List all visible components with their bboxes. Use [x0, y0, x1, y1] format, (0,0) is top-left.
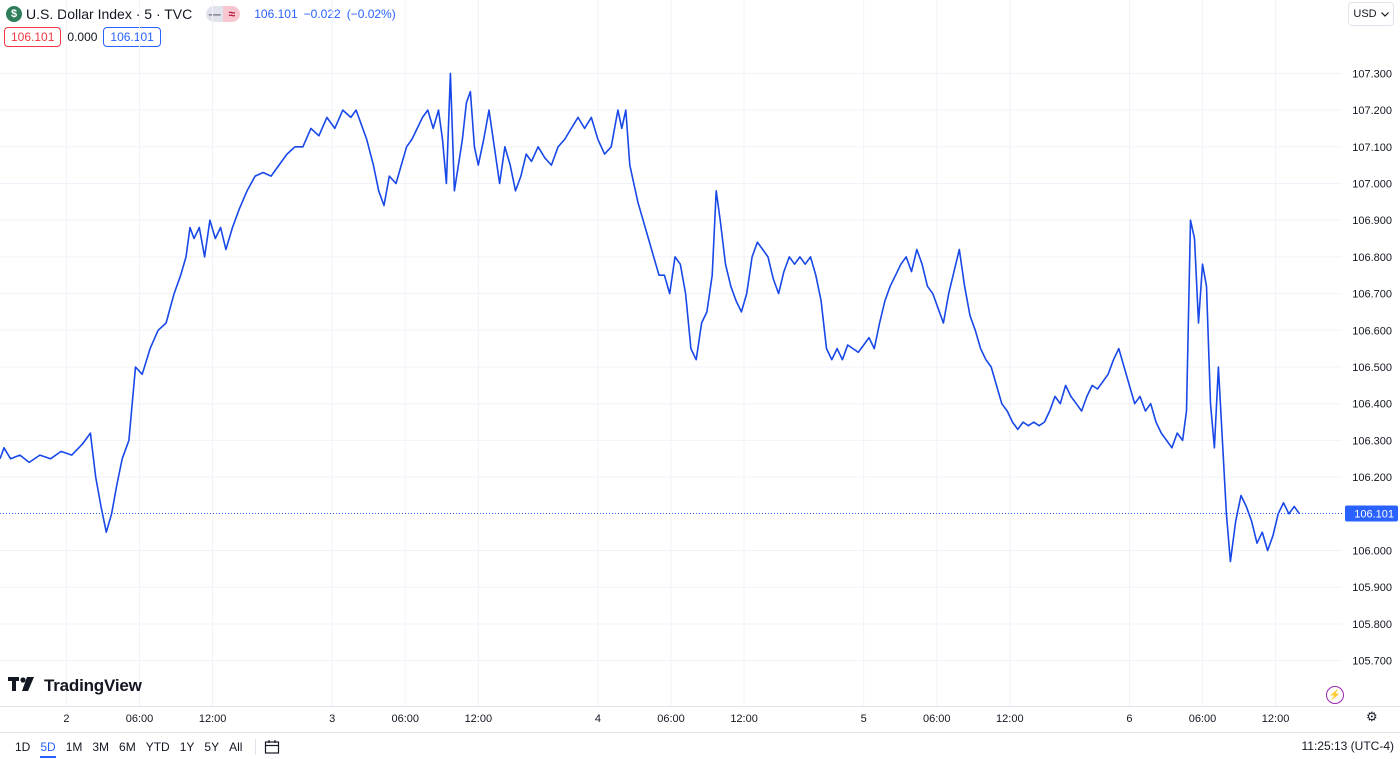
- divider: [255, 738, 257, 755]
- x-tick-label: 12:00: [465, 713, 493, 725]
- x-tick-label: 6: [1126, 713, 1132, 725]
- range-button-3m[interactable]: 3M: [92, 739, 110, 754]
- market-status-icon[interactable]: —: [206, 6, 224, 22]
- range-buttons: 1D 5D 1M 3M 6M YTD 1Y 5Y All: [10, 736, 247, 758]
- y-tick-label: 105.700: [1352, 656, 1392, 668]
- tradingview-logo-icon: [8, 676, 38, 696]
- legend-values: 106.101 −0.022 (−0.02%): [254, 7, 395, 21]
- clock-readout[interactable]: 11:25:13 (UTC-4): [1301, 739, 1394, 753]
- x-tick-label: 12:00: [1262, 713, 1290, 725]
- range-button-1y[interactable]: 1Y: [179, 739, 195, 754]
- tradingview-logo[interactable]: TradingView: [8, 676, 142, 696]
- symbol-legend[interactable]: $ U.S. Dollar Index · 5 · TVC — ≈ 106.10…: [6, 4, 396, 24]
- time-axis: Oct206:0012:00306:0012:00406:0012:00506:…: [0, 706, 1400, 733]
- x-tick-label: 12:00: [199, 713, 227, 725]
- y-tick-label: 105.900: [1352, 582, 1392, 594]
- price-axis: 107.300 107.200 107.100 107.000 106.900 106.8…: [1352, 68, 1392, 667]
- x-tick-label: 06:00: [923, 713, 951, 725]
- x-tick-label: 2: [63, 713, 69, 725]
- y-tick-label: 106.000: [1352, 546, 1392, 558]
- range-button-1m[interactable]: 1M: [65, 739, 83, 754]
- bottom-toolbar: 1D 5D 1M 3M 6M YTD 1Y 5Y All 11:25:13 (UTC-4): [0, 734, 1400, 759]
- y-tick-label: 107.100: [1352, 142, 1392, 154]
- x-tick-label: 12:00: [730, 713, 758, 725]
- x-tick-label: 06:00: [657, 713, 685, 725]
- y-tick-label: 106.400: [1352, 399, 1392, 411]
- buy-price-box[interactable]: 106.101: [103, 27, 161, 47]
- y-tick-label: 106.500: [1352, 362, 1392, 374]
- range-button-6m[interactable]: 6M: [119, 739, 136, 754]
- y-tick-label: 106.700: [1352, 289, 1392, 301]
- lightning-icon[interactable]: ⚡: [1326, 686, 1344, 704]
- range-button-all[interactable]: All: [229, 739, 243, 754]
- tradingview-logo-text: TradingView: [44, 676, 142, 695]
- last-price-tag: 106.101: [1345, 505, 1398, 522]
- x-tick-label: 4: [595, 713, 601, 725]
- x-tick-label: 06:00: [391, 713, 419, 725]
- x-tick-label: 3: [329, 713, 335, 725]
- last-price-tag-label: 106.101: [1354, 508, 1394, 520]
- last-price: 106.101: [254, 7, 298, 21]
- spread-value: 0.000: [67, 30, 98, 44]
- x-tick-label: 5: [861, 713, 867, 725]
- y-tick-label: 106.800: [1352, 252, 1392, 264]
- y-tick-label: 107.000: [1352, 178, 1392, 190]
- y-tick-label: 105.800: [1352, 619, 1392, 631]
- price-series-line: [0, 72, 1301, 563]
- status-pills: — ≈: [206, 6, 241, 22]
- currency-label: USD: [1353, 8, 1377, 20]
- gear-icon[interactable]: ⚙: [1366, 709, 1378, 724]
- price-chart[interactable]: 107.300 107.200 107.100 107.000 106.900 106.8…: [0, 0, 1400, 734]
- chart-grid: [0, 0, 1342, 706]
- symbol-title[interactable]: U.S. Dollar Index · 5 · TVC: [26, 6, 193, 22]
- calendar-icon[interactable]: [264, 739, 280, 755]
- y-tick-label: 106.600: [1352, 325, 1392, 337]
- range-button-5y[interactable]: 5Y: [204, 739, 220, 754]
- y-tick-label: 106.200: [1352, 472, 1392, 484]
- price-change: −0.022: [303, 7, 341, 21]
- currency-select[interactable]: USD: [1348, 2, 1394, 26]
- range-button-5d[interactable]: 5D: [35, 736, 60, 758]
- last-price-tag-bg: [1345, 505, 1398, 522]
- y-tick-label: 106.900: [1352, 215, 1392, 227]
- y-tick-label: 107.300: [1352, 68, 1392, 80]
- delayed-data-icon[interactable]: ≈: [223, 6, 241, 22]
- range-button-1d[interactable]: 1D: [15, 739, 31, 754]
- x-tick-label: 12:00: [996, 713, 1024, 725]
- x-tick-label: 06:00: [126, 713, 154, 725]
- range-button-ytd[interactable]: YTD: [145, 739, 170, 754]
- sell-price-box[interactable]: 106.101: [4, 27, 62, 47]
- y-tick-label: 107.200: [1352, 105, 1392, 117]
- chevron-down-icon: [1380, 8, 1389, 20]
- price-change-pct: (−0.02%): [346, 7, 396, 21]
- bid-ask-row: 106.101 0.000 106.101: [4, 27, 161, 47]
- x-tick-label: 06:00: [1189, 713, 1217, 725]
- dollar-icon: $: [6, 6, 22, 22]
- y-tick-label: 106.300: [1352, 435, 1392, 447]
